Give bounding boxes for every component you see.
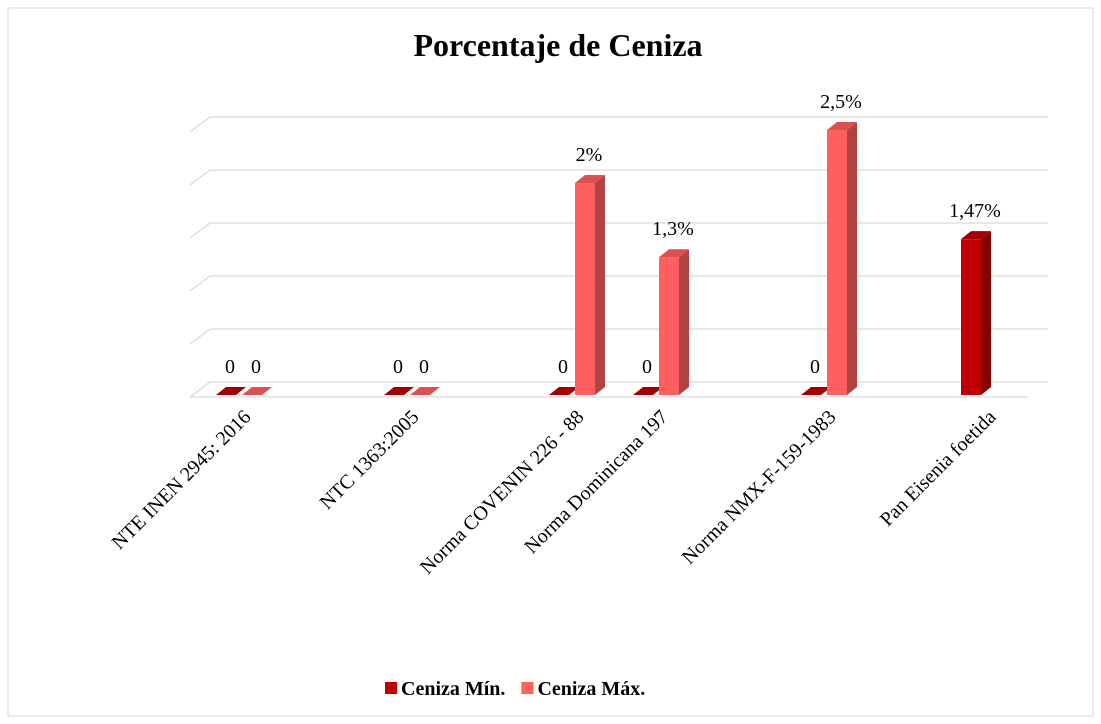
- bar-front: [827, 130, 847, 395]
- grid-line: [189, 381, 1048, 398]
- legend-label: Ceniza Mín.: [401, 678, 505, 700]
- bar: [410, 387, 440, 395]
- grid-line: [189, 275, 1048, 292]
- bar: [961, 231, 991, 395]
- bar: [216, 387, 246, 395]
- bar-front: [575, 183, 595, 395]
- chart-frame: [7, 7, 1094, 717]
- data-label: 1,3%: [652, 218, 694, 240]
- bar-top: [242, 387, 272, 395]
- bar: [384, 387, 414, 395]
- bar-side: [679, 249, 689, 395]
- data-label: 0: [810, 356, 820, 378]
- data-label: 0: [419, 356, 429, 378]
- bar-top: [659, 249, 689, 258]
- bar-front: [961, 239, 981, 395]
- bar-side: [595, 175, 605, 395]
- bar-top: [216, 387, 246, 395]
- bar-top: [633, 387, 663, 395]
- data-label: 0: [393, 356, 403, 378]
- grid-line: [189, 116, 1048, 133]
- bar: [549, 387, 579, 395]
- legend-label: Ceniza Máx.: [537, 678, 645, 700]
- data-label: 2,5%: [820, 91, 862, 113]
- data-label: 2%: [576, 144, 603, 166]
- legend-swatch: [521, 682, 534, 694]
- bar-top: [827, 122, 857, 130]
- grid-line: [189, 222, 1048, 239]
- data-label: 0: [251, 356, 261, 378]
- data-label: 1,47%: [949, 200, 1001, 222]
- bar: [827, 122, 857, 395]
- bar-top: [384, 387, 414, 395]
- data-label: 0: [225, 356, 235, 378]
- chart-title: Porcentaje de Ceniza: [413, 27, 702, 63]
- bar: [633, 387, 663, 395]
- bar: [659, 249, 689, 395]
- bar-top: [549, 387, 579, 395]
- bar-side: [847, 122, 857, 395]
- legend-swatch: [385, 682, 397, 694]
- bar-side: [981, 231, 991, 395]
- bar-top: [410, 387, 440, 395]
- bar-top: [961, 231, 991, 240]
- bar: [575, 175, 605, 395]
- bar-top: [801, 387, 831, 395]
- grid-line: [189, 169, 1048, 186]
- data-label: 0: [642, 356, 652, 378]
- data-label: 0: [558, 356, 568, 378]
- bar-front: [659, 257, 679, 395]
- bar: [801, 387, 831, 395]
- grid-line: [189, 328, 1048, 345]
- bar-top: [575, 175, 605, 183]
- bar: [242, 387, 272, 395]
